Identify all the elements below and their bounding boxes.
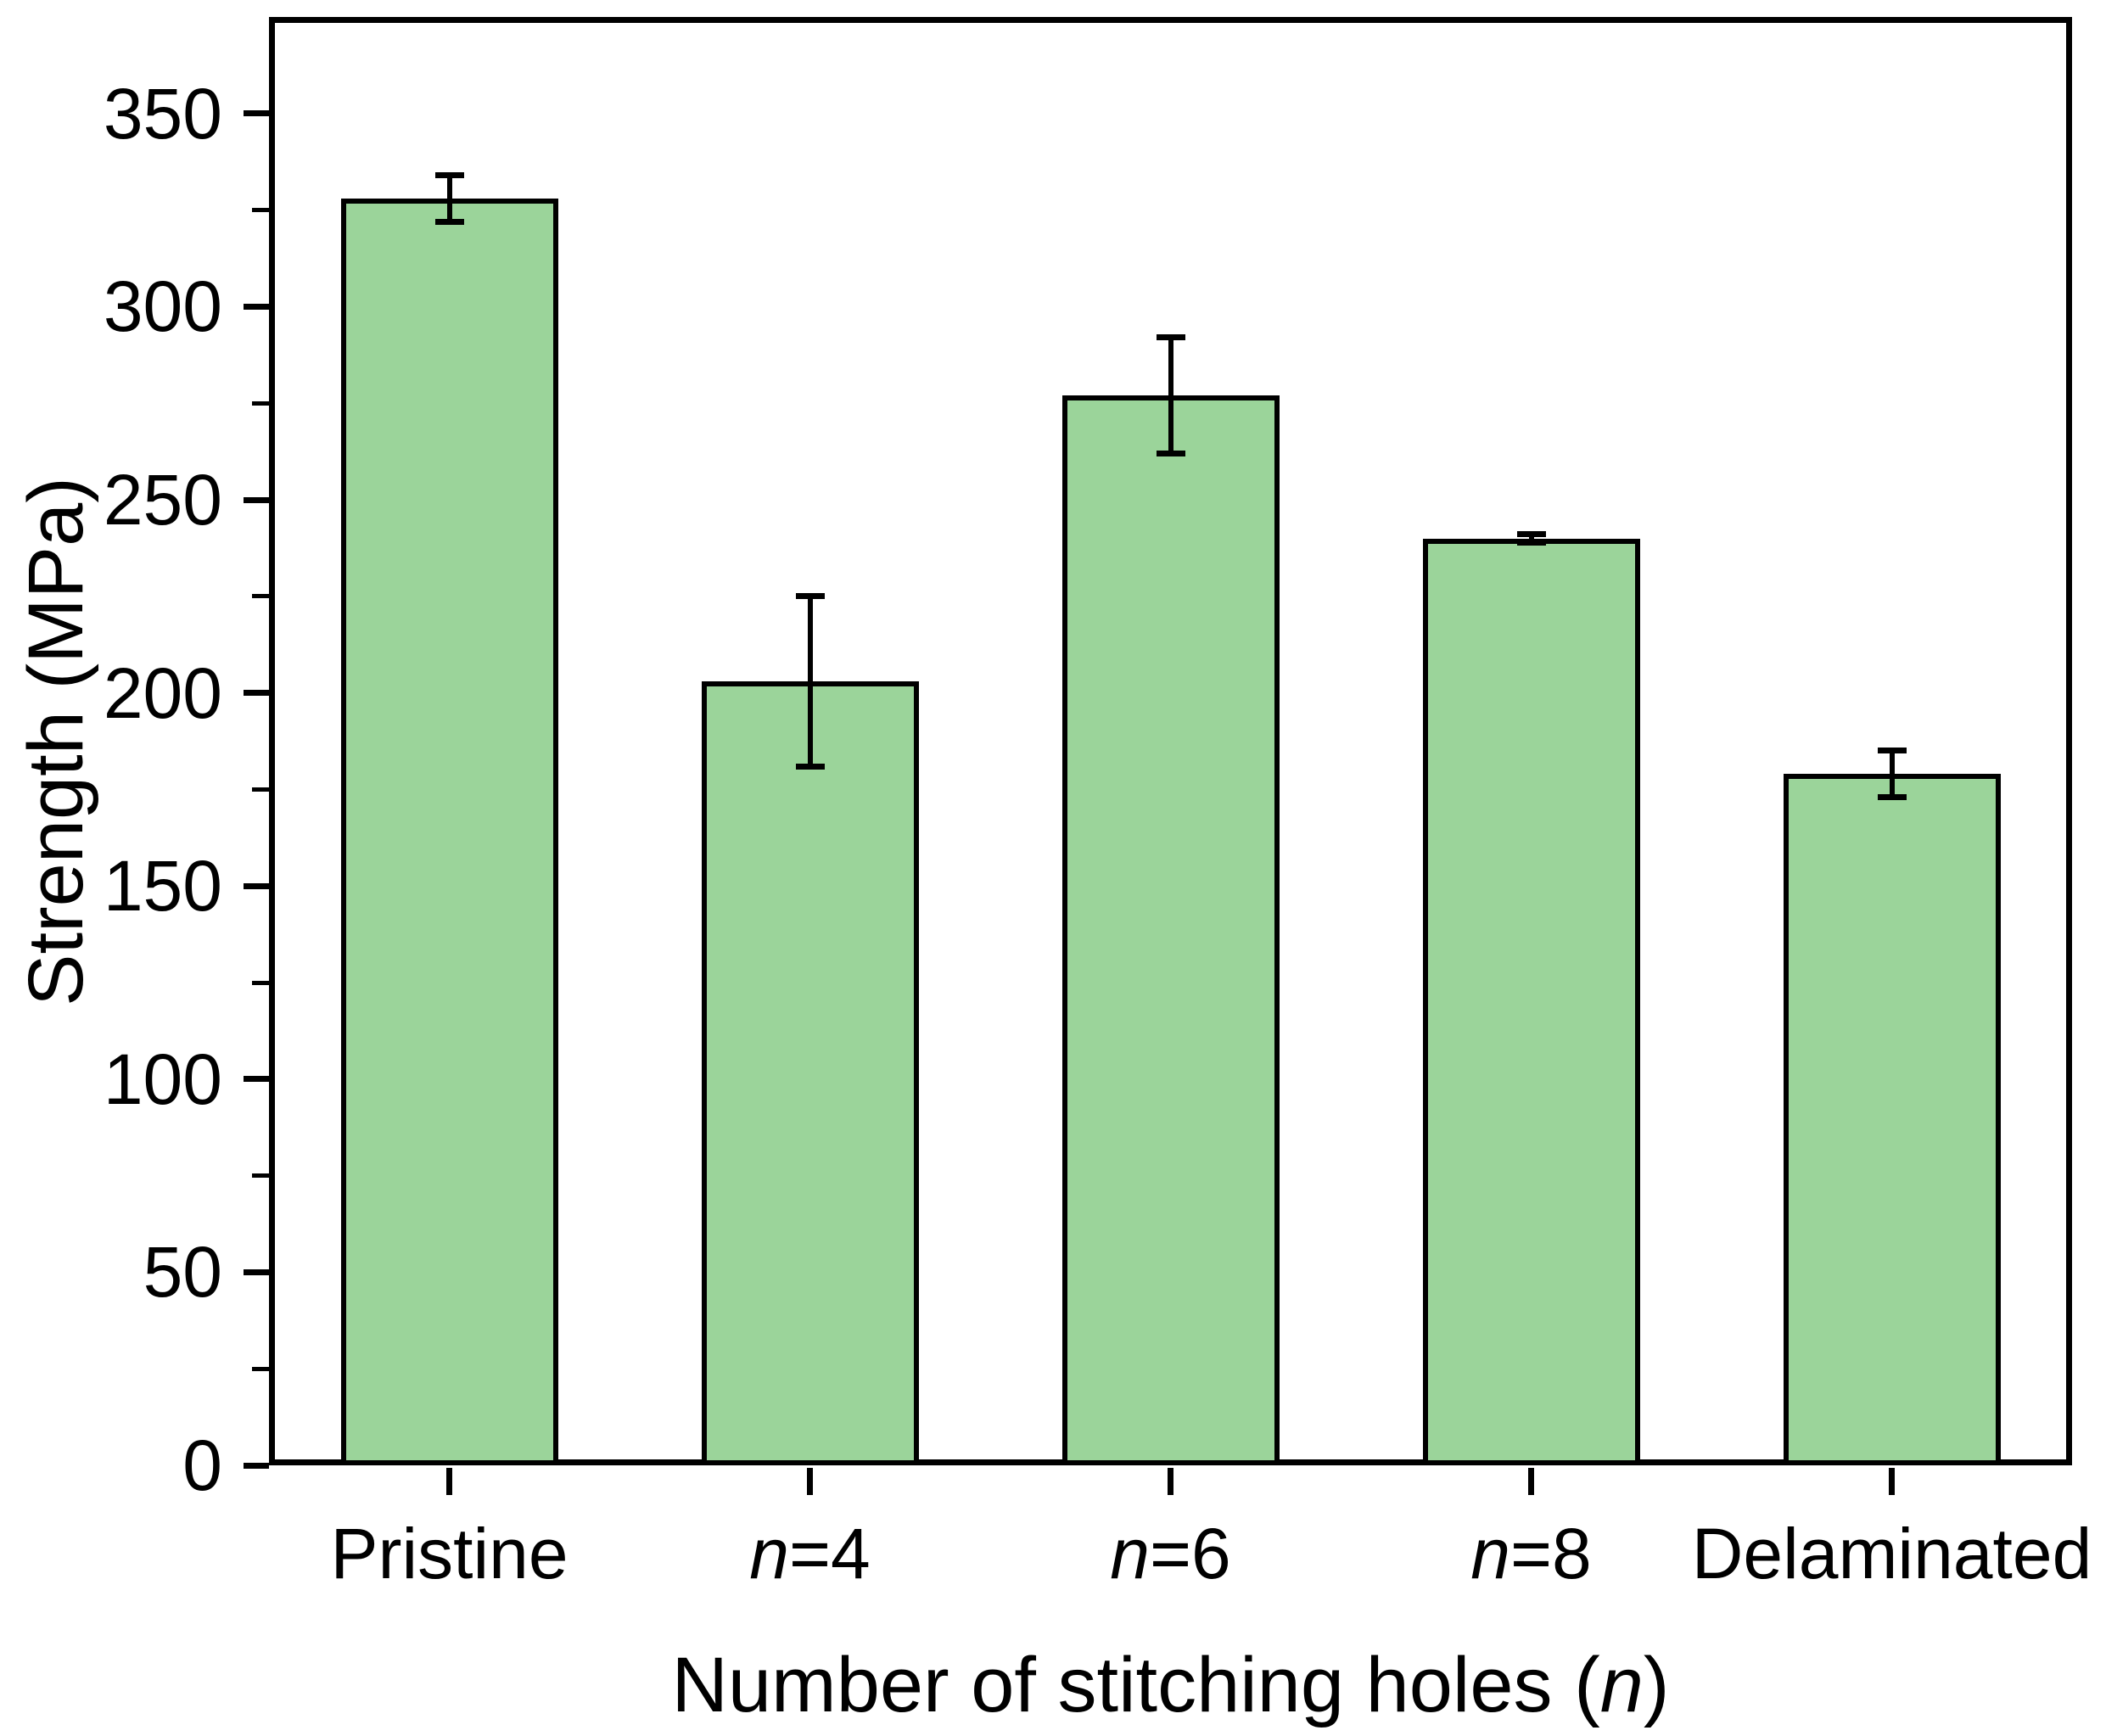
y-tick-label: 150 [103,846,222,927]
y-minor-tick [252,1366,269,1371]
italic-n-text: n [1470,1514,1510,1593]
error-bar-line-pristine [446,175,452,222]
bar-n-8 [1422,538,1640,1465]
y-minor-tick [252,400,269,406]
y-tick-label: 350 [103,73,222,154]
category-label-n-6: n=6 [874,1515,1468,1592]
y-tick-label: 300 [103,266,222,347]
bar-delaminated [1783,774,2001,1465]
category-label-n-4: n=4 [513,1515,1107,1592]
label-text: ) [1643,1642,1670,1728]
label-text: Pristine [330,1514,569,1593]
y-minor-tick [252,594,269,599]
x-tick-delaminated [1889,1468,1895,1495]
error-bar-line-delaminated [1889,750,1895,798]
y-major-tick [244,690,269,697]
error-bar-top-cap-n-8 [1516,531,1546,538]
label-text: =4 [788,1514,871,1593]
x-tick-n-8 [1528,1468,1534,1495]
y-minor-tick [252,1173,269,1179]
italic-n-text: n [749,1514,789,1593]
label-text: =6 [1149,1514,1231,1593]
error-bar-bottom-cap-n-8 [1516,539,1546,546]
y-tick-label: 50 [143,1232,222,1313]
y-tick-label: 200 [103,652,222,733]
x-tick-pristine [446,1468,452,1495]
y-tick-label: 100 [103,1039,222,1119]
error-bar-bottom-cap-delaminated [1877,794,1907,800]
y-tick-label: 250 [103,460,222,540]
x-tick-n-4 [807,1468,813,1495]
error-bar-bottom-cap-pristine [434,218,464,225]
y-minor-tick [252,980,269,985]
error-bar-top-cap-n-4 [795,593,825,600]
x-axis-title: Number of stitching holes (n) [407,1644,1935,1726]
y-tick-label: 0 [182,1425,222,1505]
label-text: =8 [1509,1514,1592,1593]
y-major-tick [244,496,269,503]
bar-n-6 [1061,395,1280,1465]
label-text: Delaminated [1691,1514,2092,1593]
error-bar-top-cap-pristine [434,172,464,179]
error-bar-top-cap-n-6 [1156,334,1185,341]
y-minor-tick [252,208,269,213]
bar-n-4 [701,680,919,1465]
bar-pristine [340,198,558,1465]
category-label-delaminated: Delaminated [1595,1515,2106,1592]
y-major-tick [244,303,269,310]
y-major-tick [244,1268,269,1275]
error-bar-bottom-cap-n-6 [1156,450,1185,456]
y-major-tick [244,1462,269,1469]
category-label-pristine: Pristine [153,1515,747,1592]
error-bar-line-n-4 [807,596,813,767]
italic-n-text: n [1110,1514,1150,1593]
y-major-tick [244,882,269,889]
category-label-n-8: n=8 [1235,1515,1829,1592]
label-text: Number of stitching holes ( [671,1642,1600,1728]
y-axis-title: Strength (MPa) [13,476,99,1006]
error-bar-line-n-6 [1168,337,1173,454]
error-bar-top-cap-delaminated [1877,748,1907,754]
italic-n-text: n [1599,1642,1644,1728]
error-bar-bottom-cap-n-4 [795,763,825,770]
x-tick-n-6 [1168,1468,1173,1495]
y-major-tick [244,1076,269,1083]
y-major-tick [244,110,269,117]
y-minor-tick [252,787,269,792]
error-bar-line-n-8 [1528,534,1534,543]
